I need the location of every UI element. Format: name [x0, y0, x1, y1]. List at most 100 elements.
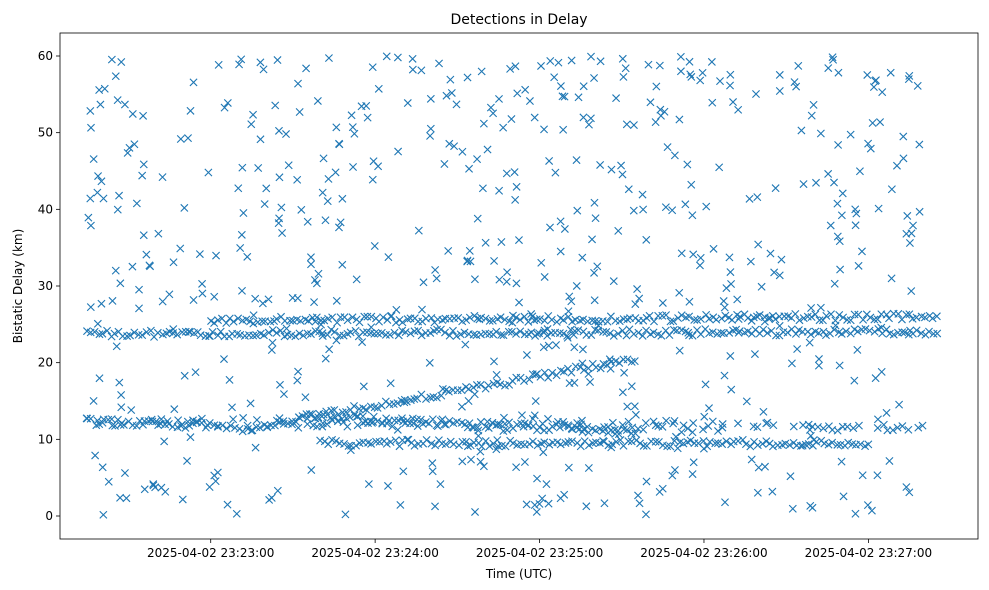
detection-point	[286, 316, 295, 325]
detection-point	[149, 481, 158, 490]
detection-point	[332, 123, 341, 132]
detection-point	[507, 327, 516, 336]
detection-point	[791, 309, 800, 318]
detection-point	[669, 317, 678, 326]
detection-point	[545, 156, 554, 165]
detection-point	[317, 320, 325, 329]
detection-point	[807, 313, 816, 322]
detection-point	[383, 481, 392, 490]
detection-point	[618, 326, 627, 335]
detection-point	[760, 317, 769, 326]
detection-point	[677, 249, 686, 258]
detection-point	[387, 311, 396, 320]
detection-point	[591, 317, 600, 326]
detection-point	[417, 331, 426, 340]
detection-point	[866, 144, 875, 153]
detection-point	[426, 393, 435, 402]
detection-point	[918, 421, 927, 430]
detection-point	[556, 366, 565, 375]
detection-point	[743, 327, 752, 336]
detection-point	[662, 416, 671, 425]
detection-point	[469, 383, 478, 392]
detection-point	[838, 189, 847, 198]
detection-point	[198, 279, 207, 288]
detection-point	[634, 491, 642, 500]
detection-point	[273, 56, 282, 65]
detection-point	[457, 402, 466, 411]
detection-point	[291, 332, 300, 341]
detection-point	[186, 328, 195, 337]
detection-point	[622, 331, 631, 340]
detection-point	[449, 440, 458, 449]
detection-point	[446, 75, 455, 84]
detection-point	[587, 52, 595, 61]
detection-point	[913, 81, 922, 90]
detection-point	[733, 295, 742, 304]
detection-point	[793, 345, 802, 354]
detection-point	[293, 175, 302, 184]
detection-point	[563, 331, 572, 340]
detection-point	[718, 420, 727, 429]
detection-point	[331, 168, 340, 177]
detection-point	[452, 331, 461, 340]
detection-point	[556, 82, 565, 91]
detection-point	[903, 211, 912, 220]
detection-point	[313, 96, 322, 105]
detection-point	[426, 124, 435, 133]
detection-point	[279, 390, 288, 399]
detection-point	[768, 487, 777, 496]
detection-point	[476, 457, 485, 466]
detection-point	[797, 126, 806, 135]
detection-point	[368, 175, 377, 184]
detection-point	[93, 188, 102, 197]
detection-point	[859, 315, 868, 324]
detection-point	[611, 429, 620, 438]
detection-point	[465, 313, 474, 322]
detection-point	[484, 423, 493, 432]
detection-point	[249, 319, 258, 328]
detection-point	[736, 312, 745, 321]
detection-point	[618, 170, 627, 179]
detection-point	[108, 421, 117, 430]
detection-point	[556, 217, 565, 226]
detection-point	[828, 53, 837, 62]
detection-point	[833, 440, 842, 449]
detection-point	[414, 226, 423, 235]
detection-point	[346, 446, 355, 455]
detection-point	[683, 160, 692, 169]
detection-point	[528, 437, 537, 446]
detection-point	[205, 419, 214, 427]
detection-point	[537, 258, 546, 267]
detection-point	[98, 463, 107, 472]
detection-point	[373, 403, 382, 412]
detection-point	[851, 221, 860, 230]
detection-point	[111, 266, 120, 275]
detection-point	[905, 488, 914, 497]
detection-point	[103, 326, 112, 335]
detection-point	[370, 403, 379, 412]
detection-point	[394, 147, 403, 156]
detection-point	[622, 426, 631, 435]
detection-point	[323, 420, 332, 429]
detection-point	[483, 417, 492, 426]
detection-point	[679, 421, 688, 430]
detection-point	[618, 388, 627, 397]
detection-point	[348, 313, 357, 322]
detection-point	[621, 64, 630, 73]
detection-point	[606, 364, 615, 373]
detection-point	[510, 168, 519, 177]
detection-point	[720, 371, 729, 380]
detection-point	[548, 368, 557, 377]
detection-point	[95, 374, 104, 383]
detection-point	[885, 456, 894, 465]
detection-point	[379, 313, 388, 322]
detection-point	[542, 480, 551, 489]
y-tick-label: 30	[38, 279, 53, 293]
chart-title: Detections in Delay	[450, 12, 587, 28]
detection-point	[560, 420, 569, 429]
detection-point	[690, 439, 699, 448]
detection-point	[567, 368, 576, 377]
detection-point	[726, 351, 735, 360]
detection-point	[670, 465, 679, 474]
detection-point	[685, 297, 694, 306]
